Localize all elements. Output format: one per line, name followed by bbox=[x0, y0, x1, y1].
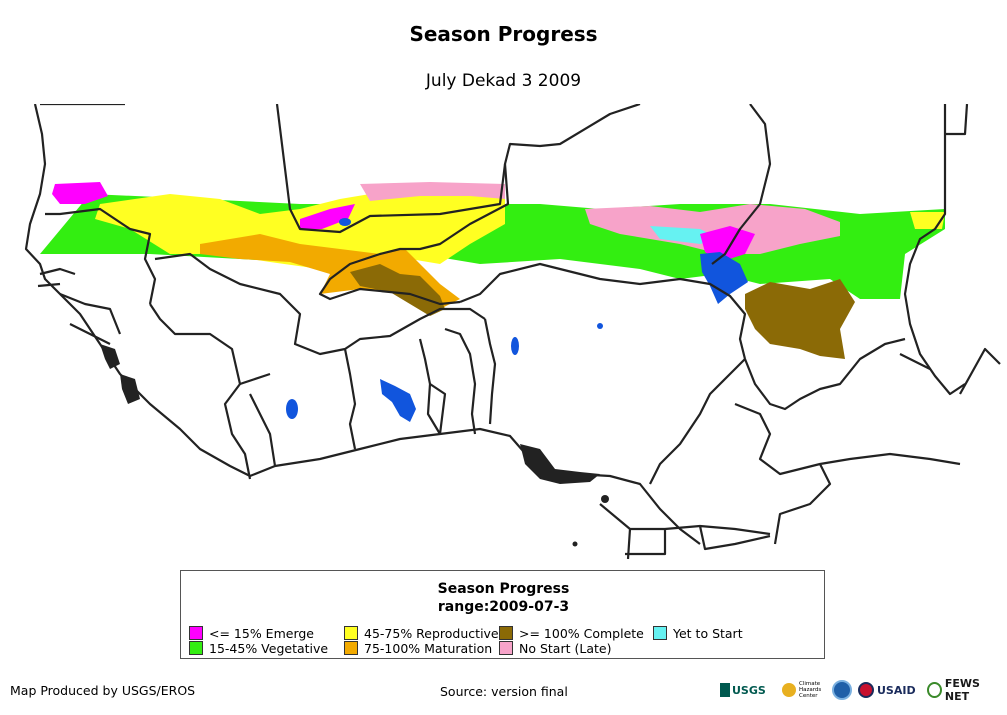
border-cameroon-car bbox=[734, 347, 1001, 545]
legend-label-reproductive: 45-75% Reproductive bbox=[364, 626, 499, 641]
legend-swatch-complete bbox=[499, 626, 513, 640]
border-nigeria-cameroon bbox=[649, 337, 906, 485]
sierra-leone-coast bbox=[120, 374, 140, 404]
zone-reproductive-east bbox=[910, 212, 945, 229]
country-borders bbox=[24, 104, 1001, 559]
usgs-logo: USGS bbox=[720, 678, 766, 702]
usaid-seal-icon bbox=[858, 682, 874, 698]
border-gabon-congo bbox=[599, 503, 771, 559]
legend-label-maturation: 75-100% Maturation bbox=[364, 641, 493, 656]
west-africa-map bbox=[24, 104, 1001, 559]
produced-by-credit: Map Produced by USGS/EROS bbox=[10, 683, 196, 698]
border-mauritania-mali bbox=[40, 104, 641, 234]
zone-complete-central bbox=[350, 264, 445, 316]
border-chad-east bbox=[903, 144, 966, 396]
reservoir-north bbox=[339, 218, 351, 226]
zone-emerge-central bbox=[300, 204, 355, 229]
legend-swatch-vegetative bbox=[189, 641, 203, 655]
map-title: Season Progress bbox=[409, 22, 598, 46]
niger-delta-coast bbox=[520, 444, 600, 484]
source-note: Source: version final bbox=[440, 684, 568, 699]
zone-no-start-2 bbox=[585, 204, 840, 254]
border-senegal bbox=[37, 207, 157, 305]
fews-net-text: FEWS NET bbox=[944, 677, 980, 703]
fews-net-logo: FEWS NET bbox=[927, 677, 1002, 703]
coastal-islands bbox=[100, 344, 609, 547]
legend-item-maturation: 75-100% Maturation bbox=[344, 641, 492, 656]
usgs-text: USGS bbox=[732, 683, 766, 697]
zone-complete-east bbox=[745, 279, 855, 359]
legend-item-no-start: No Start (Late) bbox=[499, 641, 611, 656]
legend-range: range:2009-07-3 bbox=[437, 599, 570, 615]
legend-item-vegetative: 15-45% Vegetative bbox=[189, 641, 328, 656]
border-guinea bbox=[149, 303, 252, 480]
border-niger-chad bbox=[711, 104, 772, 265]
border-mali-niger bbox=[318, 163, 510, 306]
usgs-mark-icon bbox=[720, 683, 730, 697]
season-progress-zones bbox=[40, 182, 945, 359]
lake-kainji bbox=[511, 337, 519, 355]
legend-item-complete: >= 100% Complete bbox=[499, 626, 644, 641]
map-subtitle: July Dekad 3 2009 bbox=[425, 71, 582, 91]
guinea-bissau-archipelago bbox=[100, 344, 120, 369]
zone-emerge-west bbox=[52, 182, 108, 204]
legend-box: Season Progress range:2009-07-3 <= 15% E… bbox=[180, 570, 825, 659]
zone-no-start-1 bbox=[360, 182, 505, 201]
globe-icon bbox=[927, 682, 942, 698]
legend-label-no-start: No Start (Late) bbox=[519, 641, 612, 656]
lake-chad bbox=[700, 252, 748, 304]
water-bodies bbox=[286, 218, 748, 422]
legend-swatch-no-start bbox=[499, 641, 513, 655]
legend-item-emerge: <= 15% Emerge bbox=[189, 626, 314, 641]
noaa-logo bbox=[832, 678, 852, 702]
legend-label-complete: >= 100% Complete bbox=[519, 626, 644, 641]
border-togo-benin bbox=[444, 318, 497, 435]
legend-swatch-reproductive bbox=[344, 626, 358, 640]
border-inland-misc bbox=[59, 292, 447, 467]
noaa-logo-icon bbox=[832, 680, 852, 700]
chc-drop-icon bbox=[782, 683, 796, 697]
legend-swatch-yet-to-start bbox=[653, 626, 667, 640]
legend-swatch-emerge bbox=[189, 626, 203, 640]
chc-logo: Climate Hazards Center bbox=[782, 678, 839, 702]
legend-label-yet-to-start: Yet to Start bbox=[673, 626, 743, 641]
legend-item-yet-to-start: Yet to Start bbox=[653, 626, 743, 641]
island-small bbox=[572, 541, 578, 547]
legend-item-reproductive: 45-75% Reproductive bbox=[344, 626, 499, 641]
legend-label-emerge: <= 15% Emerge bbox=[209, 626, 314, 641]
usaid-text: USAID bbox=[877, 683, 916, 697]
island-bioko bbox=[601, 495, 609, 503]
border-top-right bbox=[943, 104, 969, 144]
partner-logos: USGS Climate Hazards Center USAID FEWS N… bbox=[720, 677, 1002, 703]
reservoir-small bbox=[597, 323, 603, 329]
border-niger-nigeria bbox=[459, 262, 747, 360]
legend-swatch-maturation bbox=[344, 641, 358, 655]
border-mali-burkina bbox=[154, 252, 486, 356]
legend-label-vegetative: 15-45% Vegetative bbox=[209, 641, 329, 656]
legend-title: Season Progress bbox=[437, 581, 570, 597]
lake-kossou bbox=[286, 399, 298, 419]
lake-volta bbox=[380, 379, 416, 422]
usaid-logo: USAID bbox=[858, 678, 916, 702]
chc-text: Climate Hazards Center bbox=[799, 681, 822, 699]
